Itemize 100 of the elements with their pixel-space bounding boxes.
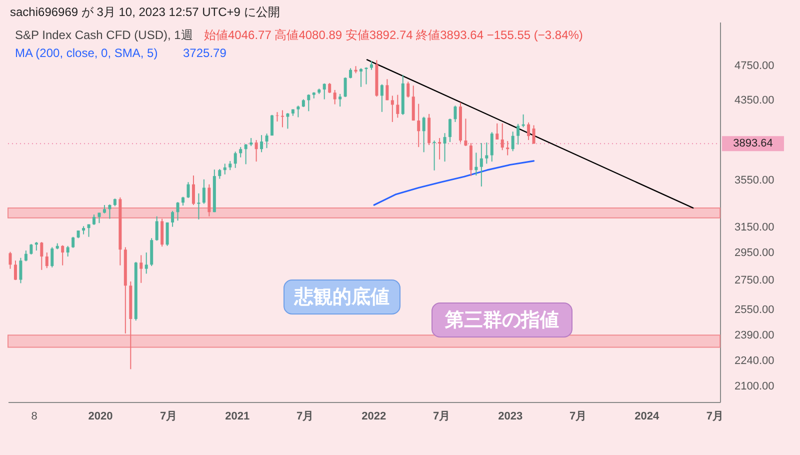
candlestick xyxy=(40,242,44,270)
candlestick xyxy=(360,68,363,88)
candlestick xyxy=(296,105,300,118)
candlestick xyxy=(140,254,143,284)
candlestick xyxy=(516,123,520,146)
candlestick xyxy=(349,68,352,79)
candlestick xyxy=(333,89,336,105)
candlestick xyxy=(443,132,446,162)
candlestick xyxy=(197,192,200,220)
x-tick-label: 2024 xyxy=(634,410,660,422)
candlestick xyxy=(432,140,436,171)
x-tick-label: 7月 xyxy=(569,410,587,422)
candlestick xyxy=(474,152,478,176)
candlestick xyxy=(19,257,22,284)
candlestick xyxy=(24,250,28,262)
candlestick xyxy=(328,82,332,94)
y-tick-label: 2390.00 xyxy=(734,330,774,342)
candlestick xyxy=(144,252,148,274)
candlestick xyxy=(228,160,232,171)
candlestick xyxy=(92,214,96,226)
candlestick xyxy=(496,122,499,140)
candlestick xyxy=(186,182,190,198)
candlestick xyxy=(202,178,206,204)
candlestick xyxy=(422,116,426,153)
candlestick xyxy=(344,76,347,98)
candlestick xyxy=(406,81,410,98)
candlestick xyxy=(66,245,70,258)
candlestick xyxy=(322,82,326,100)
candlestick xyxy=(14,260,17,281)
candlestick xyxy=(239,146,242,158)
candlestick xyxy=(61,244,64,266)
candlestick xyxy=(276,112,279,122)
x-tick-label: 7月 xyxy=(706,410,724,422)
candlestick xyxy=(72,236,75,248)
x-tick-label: 2020 xyxy=(88,410,113,422)
candlestick xyxy=(307,94,310,112)
y-tick-label: 3150.00 xyxy=(734,221,774,234)
candlestick xyxy=(234,151,237,168)
candlestick xyxy=(532,124,536,144)
candlestick xyxy=(155,216,158,242)
candlestick xyxy=(480,142,483,187)
annotation: 第三群の指値 xyxy=(444,310,559,331)
annotation: 3725.79 xyxy=(183,46,227,60)
candlestick xyxy=(192,175,195,206)
candlestick xyxy=(87,224,90,238)
candlestick xyxy=(380,84,384,112)
candlestick xyxy=(417,103,420,148)
candlestick xyxy=(490,132,494,162)
y-tick-label: 2950.00 xyxy=(734,247,774,260)
candlestick xyxy=(438,138,442,160)
candlestick xyxy=(270,114,274,136)
candlestick xyxy=(396,94,400,118)
candlestick xyxy=(386,78,389,101)
candlestick xyxy=(412,85,415,122)
candlestick xyxy=(45,252,48,269)
candlestick xyxy=(171,210,174,228)
text: S&P Index Cash CFD (USD), 1週 xyxy=(15,28,193,42)
y-tick-label: 2750.00 xyxy=(734,274,774,287)
candlestick xyxy=(8,251,12,270)
y-tick-label: 4350.00 xyxy=(734,94,774,107)
candlestick xyxy=(390,95,394,122)
candlestick xyxy=(108,204,112,220)
candlestick xyxy=(265,133,268,149)
x-tick-label: 2022 xyxy=(362,410,386,422)
y-tick-label: 2550.00 xyxy=(734,304,774,316)
x-tick-label: 8 xyxy=(31,410,38,422)
x-tick-label: 2021 xyxy=(225,410,250,422)
y-tick-label: 3550.00 xyxy=(734,174,774,186)
candlestick xyxy=(506,140,510,156)
candlestick xyxy=(527,122,530,141)
x-tick-label: 2023 xyxy=(498,410,523,422)
candlestick xyxy=(522,114,525,128)
candlestick xyxy=(454,105,457,122)
candlestick xyxy=(223,163,226,175)
x-tick-label: 7月 xyxy=(432,410,450,422)
candlestick xyxy=(485,142,488,164)
candlestick xyxy=(244,144,248,165)
x-tick-label: 7月 xyxy=(160,410,178,422)
candlestick xyxy=(280,110,284,128)
candlestick xyxy=(166,222,169,246)
candlestick xyxy=(338,93,342,108)
y-tick-label: 4750.00 xyxy=(734,60,774,72)
candlestick xyxy=(511,131,514,152)
candlestick xyxy=(160,218,164,248)
text: sachi696969 が 3月 10, 2023 12:57 UTC+9 に公開 xyxy=(10,5,280,19)
candlestick xyxy=(464,118,468,147)
x-tick-label: 7月 xyxy=(296,410,314,422)
candlestick xyxy=(218,168,222,180)
candlestick xyxy=(30,243,33,256)
candlestick xyxy=(254,140,258,162)
candlestick xyxy=(176,202,180,222)
candlestick xyxy=(260,134,264,153)
ref-line-label: 3893.64 xyxy=(733,138,773,150)
candlestick xyxy=(448,118,452,143)
candlestick xyxy=(500,122,504,151)
candlestick xyxy=(50,246,54,268)
text: 始値4046.77 高値4080.89 安値3892.74 終値3893.64 −155.55 (−3.84%) xyxy=(204,28,583,42)
candlestick xyxy=(98,212,101,224)
y-tick-label: 2240.00 xyxy=(734,354,774,367)
candlestick xyxy=(286,112,290,130)
